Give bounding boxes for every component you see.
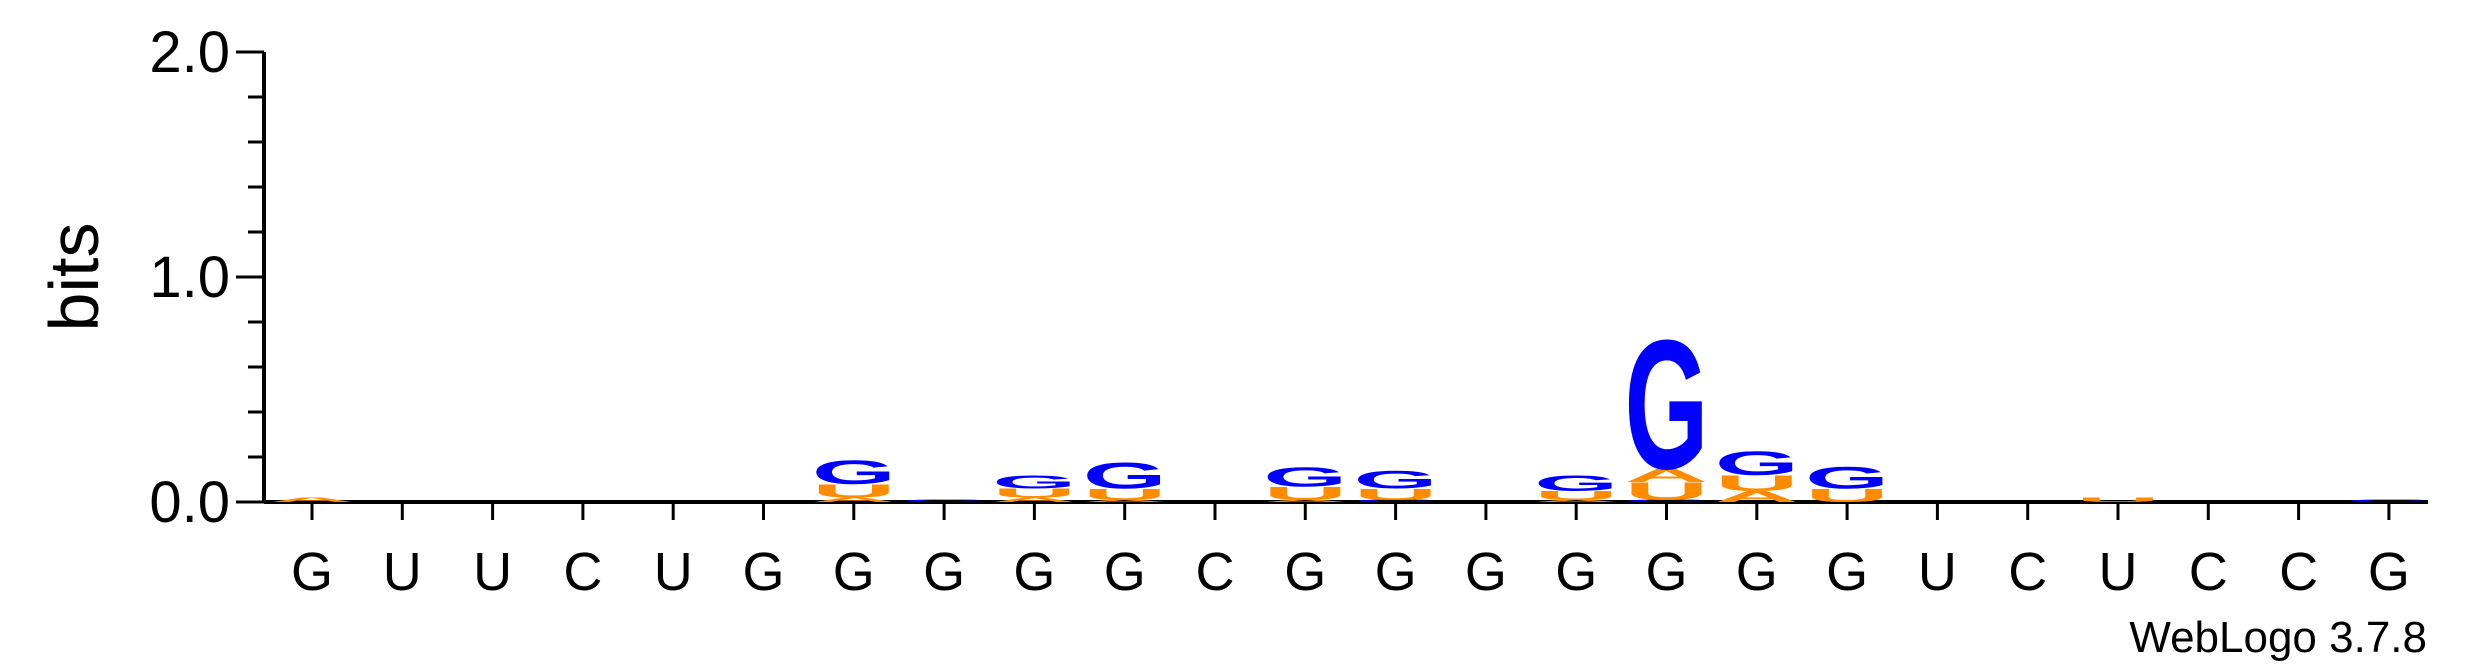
logo-letter-u: U — [1715, 471, 1799, 495]
logo-letter-u: U — [1263, 483, 1347, 504]
logo-letter-g: G — [1083, 455, 1167, 497]
logo-letter-u: U — [812, 481, 896, 502]
logo-letter-a: A — [1263, 499, 1347, 502]
x-tick-label: G — [1555, 542, 1597, 602]
logo-letter-a: A — [270, 496, 354, 503]
x-axis-ticks — [310, 502, 2391, 520]
x-tick-label: G — [833, 542, 875, 602]
logo-letter-c: C — [1625, 499, 1709, 502]
logo-letter-a: A — [1083, 499, 1167, 502]
x-tick-label: G — [291, 542, 333, 602]
logo-letter-g: G — [1534, 471, 1618, 495]
logo-letter-c: C — [1354, 499, 1438, 502]
x-tick-label: G — [1375, 542, 1417, 602]
x-tick-label: U — [383, 542, 422, 602]
logo-letter-g: G — [1805, 460, 1889, 495]
x-tick-label: G — [923, 542, 965, 602]
logo-letter-g: G — [1354, 466, 1438, 494]
logo-letter-g: G — [812, 453, 896, 492]
logo-letter-g: G — [1715, 444, 1799, 483]
x-tick-label: G — [2368, 542, 2410, 602]
x-tick-label: C — [2189, 542, 2228, 602]
logo-letter-u: U — [992, 486, 1076, 500]
logo-letter-a: A — [992, 496, 1076, 503]
x-tick-label: C — [2008, 542, 2047, 602]
weblogo-credit: WebLogo 3.7.8 — [2129, 613, 2427, 662]
logo-letter-a: A — [812, 496, 896, 503]
logo-letter-a: A — [1625, 465, 1709, 486]
logo-letter-a: A — [1715, 488, 1799, 505]
x-tick-label: G — [1284, 542, 1326, 602]
logo-letter-u: U — [1625, 477, 1709, 505]
logo-letter-u: U — [1805, 485, 1889, 506]
x-tick-label: U — [1918, 542, 1957, 602]
y-axis-ticks: 0.0 1.0 2.0 — [149, 20, 264, 535]
logo-letter-g: G — [1263, 461, 1347, 492]
logo-letter-a: A — [1534, 499, 1618, 502]
logo-letter-u: U — [1354, 486, 1438, 503]
y-axis-label: bits — [35, 223, 113, 332]
logo-letter-u: U — [2076, 496, 2160, 503]
logo-letter-u: U — [1534, 489, 1618, 503]
x-tick-label: C — [563, 542, 602, 602]
x-tick-label: C — [1196, 542, 1235, 602]
logo-letter-c: C — [902, 499, 986, 502]
logo-letter-g: G — [1625, 303, 1709, 508]
y-tick-label: 0.0 — [149, 470, 230, 535]
x-tick-label: U — [654, 542, 693, 602]
x-tick-label: G — [1013, 542, 1055, 602]
x-tick-label: U — [2099, 542, 2138, 602]
y-tick-label: 2.0 — [149, 20, 230, 85]
x-tick-label: U — [473, 542, 512, 602]
x-tick-label: G — [742, 542, 784, 602]
x-tick-label: G — [1104, 542, 1146, 602]
logo-letter-g: G — [992, 472, 1076, 493]
x-tick-label: C — [2279, 542, 2318, 602]
x-tick-label: G — [1826, 542, 1868, 602]
x-tick-label: G — [1645, 542, 1687, 602]
logo-letter-c: C — [2347, 499, 2431, 502]
y-tick-label: 1.0 — [149, 245, 230, 310]
logo-letter-u: U — [1083, 486, 1167, 503]
x-tick-label: G — [1736, 542, 1778, 602]
x-tick-label: G — [1465, 542, 1507, 602]
